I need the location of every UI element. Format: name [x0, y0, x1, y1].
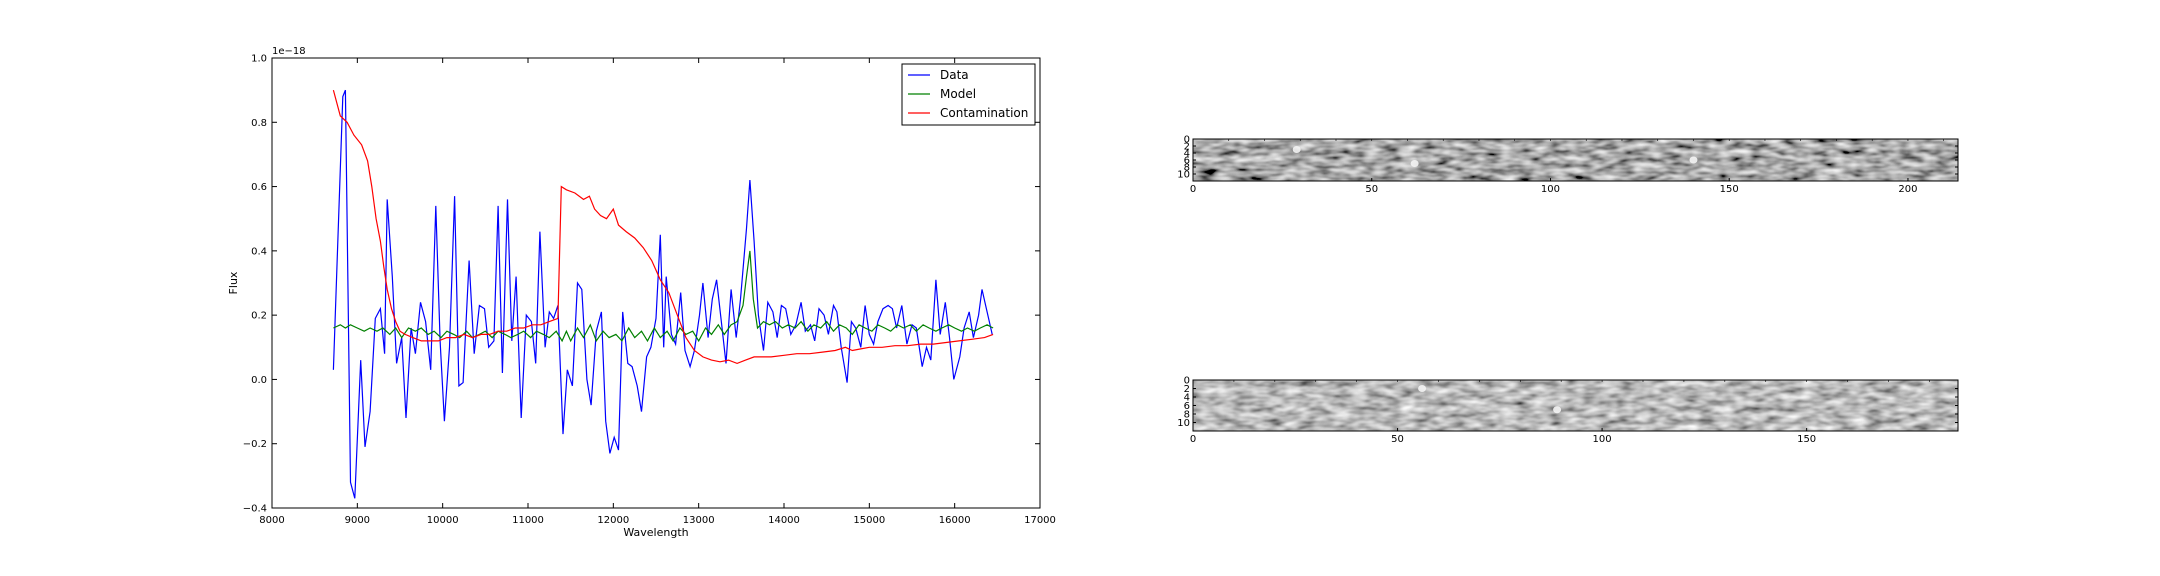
y-tick-label: −0.4: [243, 504, 267, 515]
plot-area: [272, 58, 1040, 508]
y-tick-label: −0.2: [243, 439, 267, 450]
x-tick-label: 200: [1898, 184, 1917, 195]
x-tick-label: 0: [1190, 184, 1196, 195]
y-tick-label: 10: [1177, 170, 1190, 181]
y-tick-label: 4: [1184, 149, 1190, 160]
y-tick-label: 0.4: [251, 246, 267, 257]
bright-spots: [1292, 146, 1698, 167]
y-tick-label: 8: [1184, 163, 1190, 174]
legend-label-model: Model: [940, 87, 976, 101]
plot-frame: [271, 57, 1041, 509]
x-tick-label: 10000: [427, 515, 459, 526]
y-tick-label: 0.8: [251, 118, 267, 129]
x-tick-label: 13000: [683, 515, 715, 526]
x-tick-label: 9000: [345, 515, 370, 526]
bright-spot: [1410, 160, 1419, 167]
strip-pixels: [1193, 139, 1958, 181]
strip-pixels: [1193, 380, 1958, 431]
y-tick-label: 8: [1184, 410, 1190, 421]
y-tick-label: 0.0: [251, 375, 267, 386]
y-tick-label: 0.6: [251, 182, 267, 193]
legend: Data Model Contamination: [901, 63, 1036, 126]
y-tick-label: 0.2: [251, 311, 267, 322]
bright-spots: [1418, 385, 1562, 414]
x-tick-label: 150: [1797, 434, 1816, 445]
bright-spot: [1418, 385, 1427, 392]
y-axis: −0.4 −0.2 0.0 0.2 0.4 0.6 0.8 1.0: [243, 54, 1040, 515]
x-tick-label: 100: [1541, 184, 1560, 195]
series-line-contamination: [332, 89, 994, 365]
legend-label-contamination: Contamination: [940, 106, 1028, 120]
y-tick-label: 6: [1184, 156, 1190, 167]
bright-spot: [1292, 146, 1301, 153]
x-tick-label: 100: [1593, 434, 1612, 445]
x-tick-label: 11000: [512, 515, 544, 526]
x-tick-label: 50: [1391, 434, 1404, 445]
y-tick-label: 2: [1184, 384, 1190, 395]
x-tick-label: 17000: [1024, 515, 1056, 526]
series-line-data: [332, 89, 993, 499]
x-tick-label: 15000: [853, 515, 885, 526]
x-tick-label: 0: [1190, 434, 1196, 445]
y-tick-label: 10: [1177, 418, 1190, 429]
x-tick-label: 8000: [259, 515, 284, 526]
bright-spot: [1689, 156, 1698, 164]
y-axis-label: Flux: [227, 271, 240, 294]
y-tick-label: 0: [1184, 376, 1190, 387]
series-line-model: [333, 250, 994, 343]
x-axis: 0 50 100 150 200: [1190, 139, 1945, 195]
x-tick-label: 50: [1365, 184, 1378, 195]
x-axis: 0 50 100 150: [1190, 380, 1930, 445]
bright-spot: [1553, 406, 1562, 414]
y-tick-label: 6: [1184, 401, 1190, 412]
y-tick-label: 1.0: [251, 54, 267, 65]
spectrum-line-chart: 8000 9000 10000 11000 12000 13000 14000 15000 16…: [227, 46, 1056, 539]
x-tick-label: 12000: [597, 515, 629, 526]
x-axis-label: Wavelength: [623, 526, 688, 539]
y-tick-label: 0: [1184, 135, 1190, 146]
y-tick-label: 4: [1184, 393, 1190, 404]
offset-text: 1e−18: [272, 46, 306, 57]
y-tick-label: 2: [1184, 142, 1190, 153]
x-tick-label: 14000: [768, 515, 800, 526]
x-tick-label: 150: [1720, 184, 1739, 195]
legend-label-data: Data: [940, 68, 969, 82]
series-group: [332, 89, 994, 499]
x-axis: 8000 9000 10000 11000 12000 13000 14000 15000 16…: [259, 58, 1056, 526]
x-tick-label: 16000: [939, 515, 971, 526]
